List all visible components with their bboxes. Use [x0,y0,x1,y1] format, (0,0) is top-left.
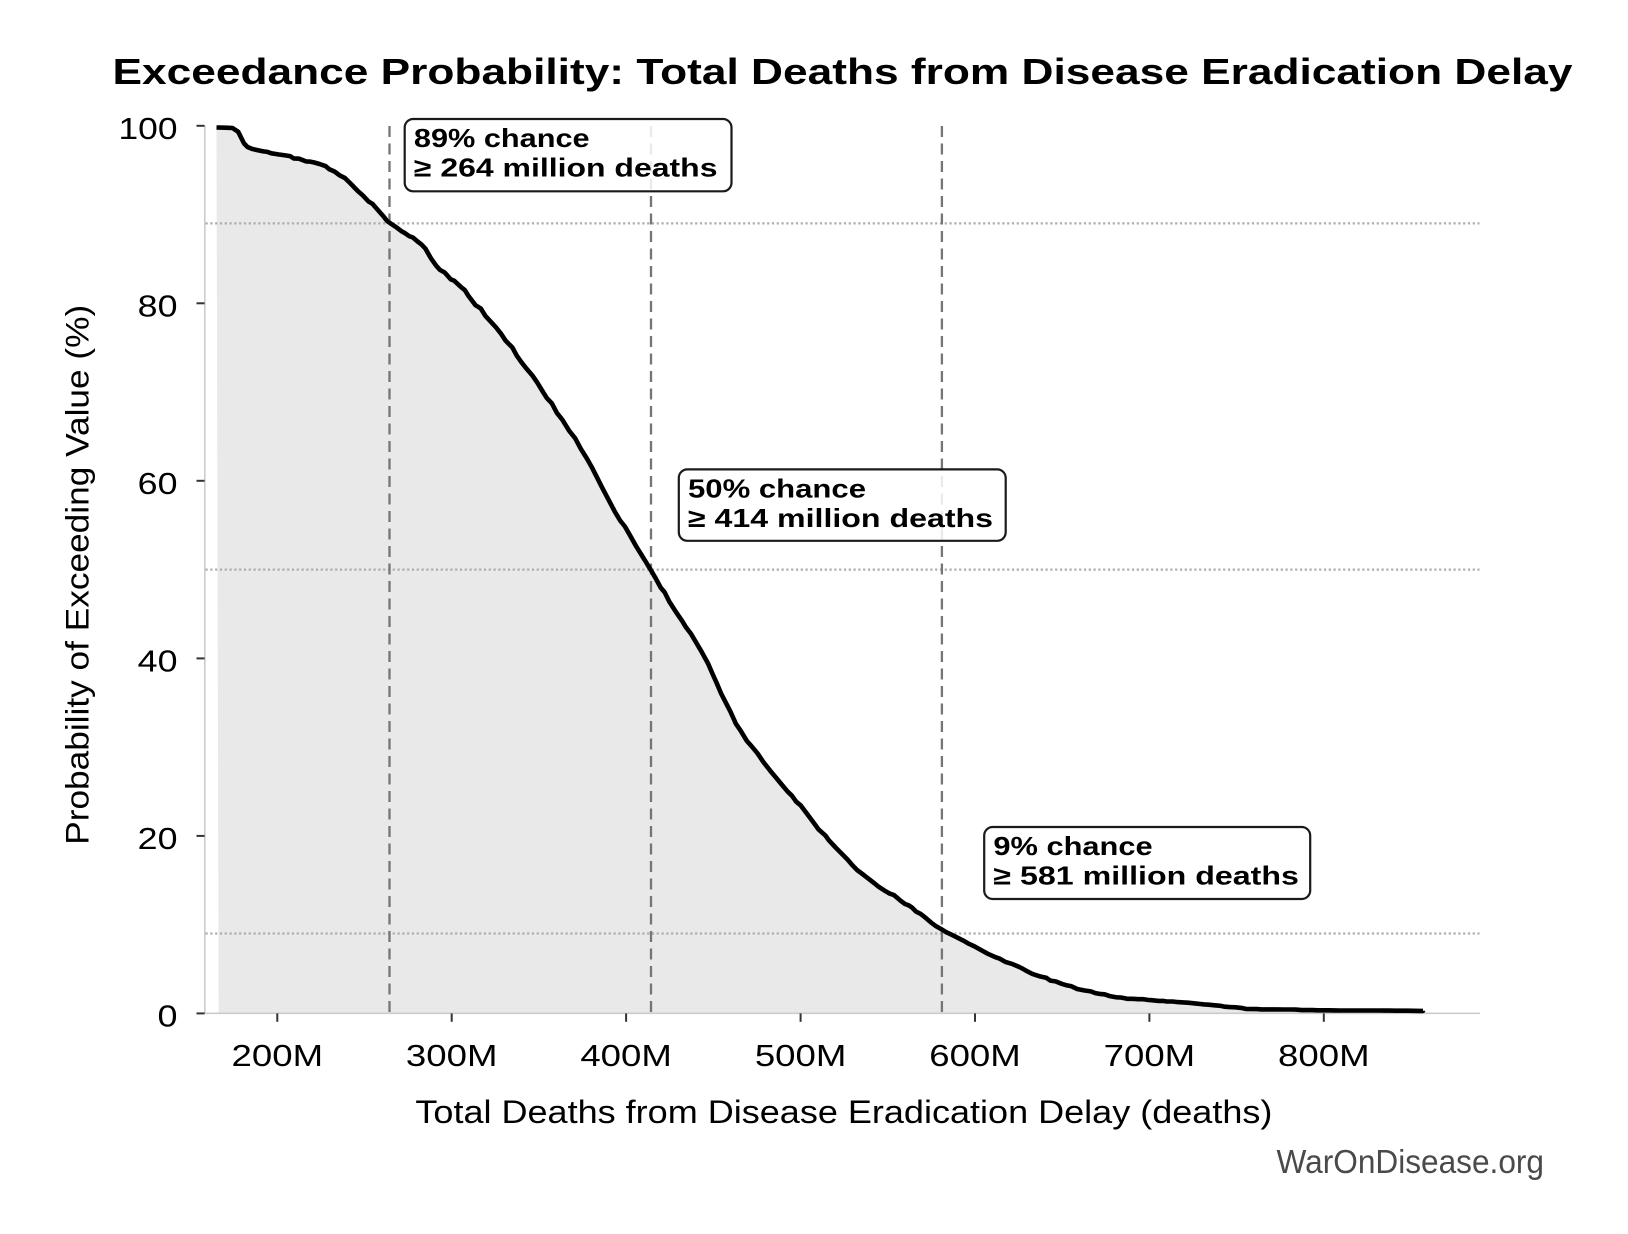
svg-text:100: 100 [119,111,178,146]
svg-text:≥ 264 million deaths: ≥ 264 million deaths [414,153,718,183]
svg-text:50% chance: 50% chance [688,473,866,503]
svg-text:0: 0 [158,999,178,1034]
svg-text:200M: 200M [232,1038,324,1073]
svg-text:≥ 581 million deaths: ≥ 581 million deaths [993,861,1299,891]
svg-text:Exceedance Probability: Total: Exceedance Probability: Total Deaths fro… [113,51,1573,92]
svg-text:≥ 414 million deaths: ≥ 414 million deaths [688,503,993,533]
svg-text:Total Deaths from Disease Erad: Total Deaths from Disease Eradication De… [415,1094,1272,1130]
svg-text:20: 20 [138,821,178,856]
svg-text:40: 40 [138,644,178,679]
svg-text:9% chance: 9% chance [993,831,1152,861]
svg-text:700M: 700M [1104,1038,1196,1073]
svg-text:60: 60 [138,466,178,501]
svg-text:600M: 600M [929,1038,1021,1073]
svg-text:Probability of Exceeding Value: Probability of Exceeding Value (%) [60,305,96,845]
svg-text:800M: 800M [1278,1038,1370,1073]
svg-text:500M: 500M [755,1038,847,1073]
svg-text:89% chance: 89% chance [414,123,590,153]
svg-text:400M: 400M [580,1038,672,1073]
svg-text:WarOnDisease.org: WarOnDisease.org [1277,1143,1545,1180]
svg-text:300M: 300M [406,1038,498,1073]
svg-text:80: 80 [138,289,178,324]
